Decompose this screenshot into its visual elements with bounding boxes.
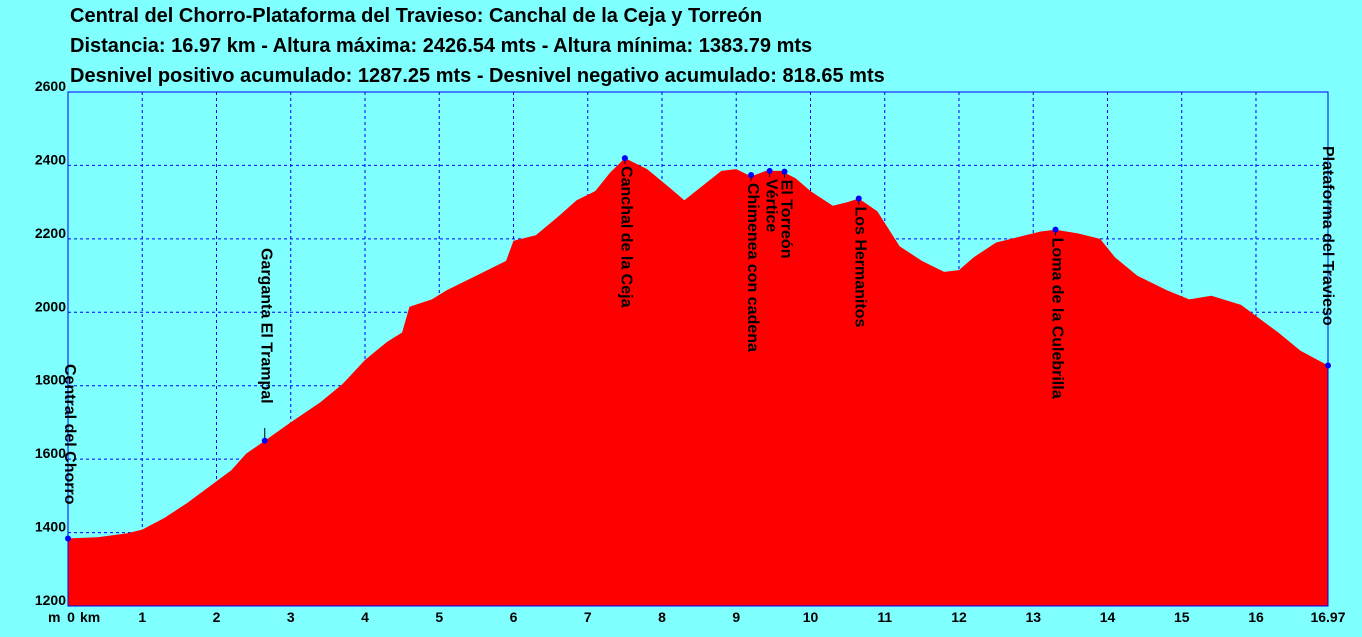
y-tick-label: 2000 (35, 298, 66, 314)
waypoint-label: Chimenea con cadena (744, 183, 761, 352)
x-tick-label: 15 (1174, 609, 1190, 625)
waypoint-marker (1325, 362, 1331, 369)
x-tick-label: 1 (138, 609, 146, 625)
x-unit-label: km (80, 609, 100, 625)
chart-title: Central del Chorro-Plataforma del Travie… (70, 5, 763, 27)
waypoint-label: Central del Chorro (61, 364, 78, 505)
y-tick-label: 1800 (35, 372, 66, 388)
chart-subtitle-distance: Distancia: 16.97 km - Altura máxima: 242… (70, 35, 813, 57)
x-axis-ticks: 0 km 1 2 3 4 5 6 7 8 9 10 11 12 13 14 15 16 16.97 (67, 609, 1346, 625)
x-tick-label: 12 (951, 609, 967, 625)
x-tick-label: 2 (213, 609, 221, 625)
chart-subtitle-elevation-gain: Desnivel positivo acumulado: 1287.25 mts… (70, 65, 885, 87)
y-tick-label: 1600 (35, 445, 66, 461)
waypoint-marker (781, 168, 788, 175)
y-tick-label: 2200 (35, 225, 66, 241)
waypoint-marker (1052, 226, 1059, 233)
x-tick-label: 7 (584, 609, 592, 625)
waypoint-label: Plataforma del Travieso (1319, 146, 1336, 326)
waypoint-marker (65, 535, 71, 542)
x-tick-label: 3 (287, 609, 295, 625)
y-tick-label: 2600 (35, 78, 66, 94)
waypoint-marker (261, 437, 268, 444)
waypoint-label: El Torreón (777, 180, 794, 259)
y-tick-label: 1400 (35, 519, 66, 535)
x-tick-label: 8 (658, 609, 666, 625)
waypoint-label: Canchal de la Ceja (618, 166, 635, 307)
waypoint-label: Loma de la Culebrilla (1048, 238, 1065, 399)
plot-frame (67, 91, 1329, 607)
waypoint-marker (621, 155, 628, 162)
x-tick-label: 14 (1100, 609, 1116, 625)
x-tick-label: 10 (803, 609, 819, 625)
y-tick-label: 1200 (35, 592, 66, 608)
waypoint-label: Vértice (762, 179, 779, 232)
waypoint-marker (766, 167, 773, 174)
x-tick-label: 16 (1248, 609, 1264, 625)
x-tick-label: 4 (361, 609, 369, 625)
x-tick-label: 11 (877, 609, 892, 625)
y-unit-label: m (48, 609, 60, 625)
y-tick-label: 2400 (35, 151, 66, 167)
x-tick-label: 5 (435, 609, 443, 625)
x-tick-label: 9 (732, 609, 740, 625)
waypoint-marker (855, 195, 862, 202)
waypoint-label: Garganta El Trampal (258, 248, 275, 404)
y-axis-ticks: 1200 1400 1600 1800 2000 2200 2400 2600 m (35, 78, 66, 625)
x-tick-label: 13 (1025, 609, 1041, 625)
elevation-area (68, 158, 1328, 606)
waypoint-marker (748, 171, 755, 178)
waypoints: Central del Chorro Garganta El Trampal Can… (61, 146, 1336, 542)
x-tick-label: 6 (510, 609, 518, 625)
x-tick-label: 0 (67, 609, 75, 625)
waypoint-label: Los Hermanitos (852, 206, 869, 327)
x-tick-label: 16.97 (1310, 609, 1345, 625)
